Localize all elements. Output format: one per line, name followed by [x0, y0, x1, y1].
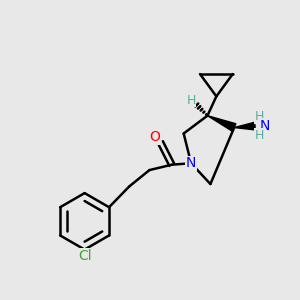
Text: H: H — [255, 110, 264, 123]
Text: Cl: Cl — [78, 249, 92, 263]
Text: H: H — [186, 94, 196, 107]
Text: O: O — [150, 130, 160, 144]
Text: H: H — [255, 129, 264, 142]
Polygon shape — [207, 116, 236, 131]
Polygon shape — [234, 122, 255, 130]
Text: N: N — [186, 156, 196, 170]
Text: N: N — [259, 119, 270, 133]
